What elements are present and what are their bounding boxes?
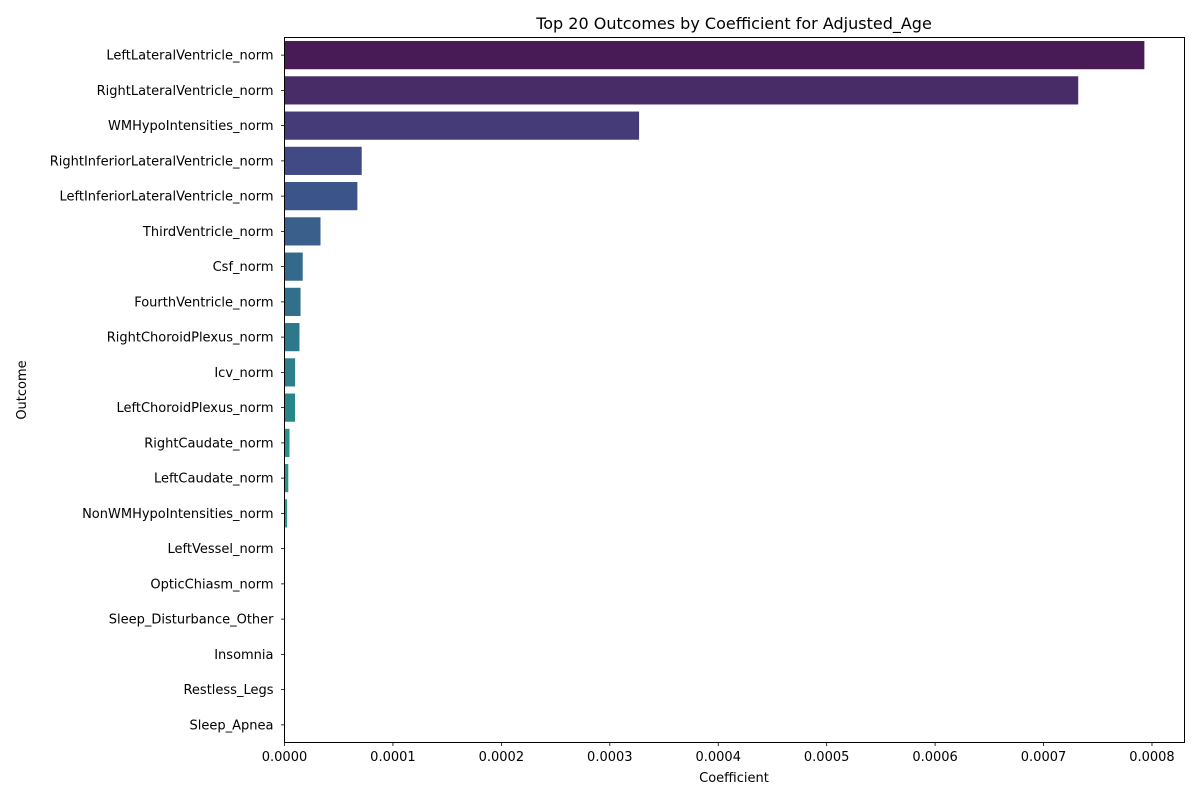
y-tick-label: RightInferiorLateralVentricle_norm [50,154,274,169]
bar-LeftInferiorLateralVentricle_norm [285,182,358,210]
chart-title: Top 20 Outcomes by Coefficient for Adjus… [535,14,932,34]
y-tick-label: LeftVessel_norm [168,542,274,557]
y-tick-label: LeftLateralVentricle_norm [106,49,273,64]
bars-group [285,41,1145,739]
bar-RightInferiorLateralVentricle_norm [285,147,362,175]
x-tick-label: 0.0006 [912,750,958,765]
y-tick-label: WMHypoIntensities_norm [108,119,274,134]
y-tick-label: Csf_norm [213,260,274,275]
y-tick-label: RightLateralVentricle_norm [97,84,274,99]
bar-LeftCaudate_norm [285,464,289,492]
bar-LeftChoroidPlexus_norm [285,394,296,422]
x-tick-label: 0.0007 [1021,750,1067,765]
x-tick-label: 0.0001 [370,750,416,765]
x-tick-label: 0.0003 [587,750,633,765]
y-tick-label: RightChoroidPlexus_norm [107,331,274,346]
bar-FourthVentricle_norm [285,288,301,316]
y-tick-label: RightCaudate_norm [144,436,273,451]
y-tick-labels: LeftLateralVentricle_norm RightLateralVen… [50,49,285,734]
y-tick-label: FourthVentricle_norm [134,295,273,310]
bar-RightCaudate_norm [285,429,290,457]
y-tick-label: Sleep_Apnea [190,718,274,733]
bar-Icv_norm [285,358,296,386]
y-tick-label: ThirdVentricle_norm [142,225,274,240]
bar-LeftLateralVentricle_norm [285,41,1145,69]
bar-Csf_norm [285,253,303,281]
x-tick-label: 0.0004 [695,750,741,765]
x-axis-label: Coefficient [699,771,769,786]
bar-ThirdVentricle_norm [285,217,321,245]
x-tick-label: 0.0005 [804,750,850,765]
plot-frame [285,38,1185,743]
y-tick-label: NonWMHypoIntensities_norm [82,507,273,522]
y-axis-label: Outcome [15,360,30,419]
y-tick-label: Sleep_Disturbance_Other [109,613,274,628]
y-tick-label: Restless_Legs [183,683,273,698]
y-tick-label: LeftChoroidPlexus_norm [116,401,273,416]
y-tick-label: Icv_norm [214,366,273,381]
x-tick-label: 0.0002 [479,750,525,765]
bar-RightLateralVentricle_norm [285,76,1079,104]
y-tick-label: Insomnia [214,648,273,663]
bar-RightChoroidPlexus_norm [285,323,300,351]
x-tick-label: 0.0008 [1129,750,1175,765]
bar-WMHypoIntensities_norm [285,112,640,140]
y-tick-label: LeftInferiorLateralVentricle_norm [60,190,274,205]
y-tick-label: LeftCaudate_norm [154,472,274,487]
x-tick-label: 0.0000 [262,750,308,765]
y-tick-label: OpticChiasm_norm [150,577,273,592]
x-tick-labels: 0.0000 0.0001 0.0002 0.0003 0.0004 0.0005 0.00… [262,743,1175,766]
